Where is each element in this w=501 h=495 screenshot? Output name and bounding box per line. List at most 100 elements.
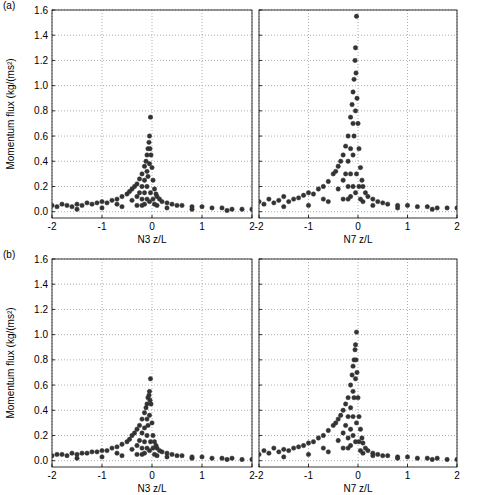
tick-label: 1	[199, 221, 205, 232]
point	[259, 199, 261, 203]
point	[95, 201, 99, 205]
point	[455, 457, 457, 461]
grid-line	[52, 359, 252, 360]
point	[341, 431, 345, 435]
point	[267, 451, 271, 455]
tick-mark	[259, 359, 262, 360]
point	[148, 146, 152, 150]
tick-mark	[259, 136, 262, 137]
point	[65, 203, 69, 207]
point	[357, 184, 361, 188]
tick-label: -1	[304, 221, 313, 232]
tick-label: 1.2	[34, 304, 48, 315]
point	[357, 146, 361, 150]
point	[455, 206, 457, 210]
point	[282, 194, 286, 198]
tick-mark	[358, 464, 359, 467]
grid-line	[52, 211, 252, 212]
point	[277, 198, 281, 202]
point	[341, 408, 345, 412]
point	[334, 169, 338, 173]
point	[151, 446, 155, 450]
plot-frame	[259, 259, 457, 467]
point	[137, 191, 141, 195]
panel-label: (b)	[3, 249, 15, 260]
y-axis-label: Momentum flux (kg/(ms²)	[5, 307, 16, 418]
point	[180, 453, 184, 457]
point	[70, 204, 74, 208]
point	[445, 457, 449, 461]
tick-label: 1.0	[34, 329, 48, 340]
point	[415, 456, 419, 460]
tick-mark	[52, 161, 55, 162]
point	[165, 206, 169, 210]
point	[115, 451, 119, 455]
tick-label: -1	[98, 221, 107, 232]
tick-label: -2	[48, 221, 57, 232]
point	[296, 196, 300, 200]
point	[306, 452, 310, 456]
point	[147, 134, 151, 138]
point	[351, 364, 355, 368]
tick-label: 1	[405, 221, 411, 232]
grid-line	[52, 110, 252, 111]
tick-label: 0.4	[34, 405, 48, 416]
tick-mark	[102, 215, 103, 218]
tick-label: 0.6	[34, 380, 48, 391]
tick-label: 0.2	[34, 181, 48, 192]
point	[405, 455, 409, 459]
figure: -2-10120.00.20.40.60.81.01.21.41.6N3 z/L…	[0, 0, 501, 495]
tick-label: 0.0	[34, 206, 48, 217]
point	[366, 448, 370, 452]
point	[142, 191, 146, 195]
point	[287, 448, 291, 452]
grid-line	[259, 85, 457, 86]
point	[147, 413, 151, 417]
tick-mark	[259, 385, 262, 386]
point	[350, 373, 354, 377]
point	[430, 457, 434, 461]
point	[348, 115, 352, 119]
point	[105, 448, 109, 452]
point	[351, 389, 355, 393]
point	[145, 402, 149, 406]
point	[336, 438, 340, 442]
x-axis-label: N3 z/L	[138, 234, 167, 245]
point	[354, 71, 358, 75]
tick-label: 2	[454, 470, 460, 481]
point	[343, 402, 347, 406]
point	[100, 199, 104, 203]
point	[90, 202, 94, 206]
point	[142, 178, 146, 182]
point	[321, 197, 325, 201]
point	[351, 433, 355, 437]
tick-mark	[152, 215, 153, 218]
tick-mark	[252, 215, 253, 218]
points	[259, 14, 457, 211]
point	[137, 177, 141, 181]
point	[75, 207, 79, 211]
point	[190, 207, 194, 211]
point	[282, 455, 286, 459]
point	[311, 440, 315, 444]
point	[321, 184, 325, 188]
tick-mark	[52, 35, 55, 36]
point	[326, 199, 330, 203]
point	[341, 153, 345, 157]
panel: -2-1012N7 z/L	[255, 259, 461, 494]
point	[354, 358, 358, 362]
point	[120, 442, 124, 446]
point	[395, 206, 399, 210]
tick-label: 1.4	[34, 30, 48, 41]
point	[262, 448, 266, 452]
point	[430, 207, 434, 211]
tick-mark	[259, 161, 262, 162]
grid-line	[259, 211, 457, 212]
point	[316, 436, 320, 440]
point	[291, 446, 295, 450]
point	[190, 456, 194, 460]
point	[262, 202, 266, 206]
tick-mark	[259, 410, 262, 411]
panel: -2-10120.00.20.40.60.81.01.21.41.6N3 z/L…	[3, 249, 255, 494]
tick-mark	[52, 10, 55, 11]
